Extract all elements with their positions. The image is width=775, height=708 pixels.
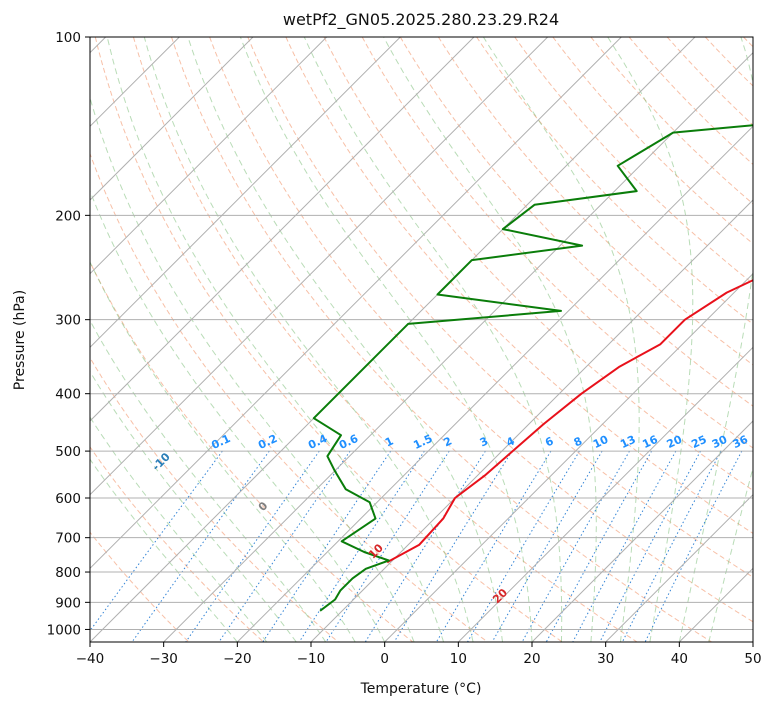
x-tick-label: 30: [597, 651, 614, 667]
x-tick-label: −20: [223, 651, 252, 667]
dry-adiabat: [247, 37, 753, 578]
moist-adiabat: [90, 319, 327, 642]
y-tick-label: 600: [55, 491, 81, 507]
isotherm-line: [605, 493, 753, 642]
y-tick-label: 100: [55, 30, 81, 46]
y-axis-title: Pressure (hPa): [12, 290, 28, 390]
plot-frame: [89, 36, 754, 643]
x-tick-label: −30: [149, 651, 178, 667]
dry-adiabat: [90, 446, 264, 642]
moist-adiabat: [90, 260, 356, 642]
moist-adiabat: [106, 37, 445, 642]
dry-adiabat: [476, 37, 753, 325]
isotherm-line: [90, 37, 549, 496]
mixing-ratio-line: [491, 450, 603, 642]
y-tick-label: 200: [55, 208, 81, 224]
isotherm-line: [90, 37, 475, 422]
moist-adiabat: [303, 37, 563, 642]
dry-adiabat: [399, 37, 753, 407]
plot-area: [90, 37, 753, 642]
moist-adiabat: [90, 189, 386, 642]
moist-adiabat: [482, 37, 640, 642]
x-tick-label: 20: [523, 651, 540, 667]
mixing-ratio-line: [90, 450, 223, 632]
mixing-ratio-line: [599, 450, 701, 642]
y-tick-label: 800: [55, 565, 81, 581]
dry-adiabat: [209, 37, 753, 623]
mixing-ratio-line: [572, 450, 677, 642]
isotherm-line: [90, 37, 328, 275]
mixing-ratio-label: 20: [665, 433, 685, 451]
mixing-ratio-label: 16: [640, 433, 660, 451]
dry-adiabat: [437, 37, 753, 366]
dry-adiabat: [90, 531, 190, 642]
mixing-ratio-line: [545, 450, 653, 642]
isotherm-line: [457, 346, 753, 642]
moist-adiabat: [607, 37, 694, 642]
profile-series: [312, 124, 753, 612]
moist-adiabat: [143, 37, 474, 642]
axes: −40 −30 −20 −10 0 10 20 30 40 50 100 200 300 400 500 60…: [47, 30, 762, 667]
isotherm-line: [90, 37, 401, 349]
y-tick-label: 700: [55, 531, 81, 547]
dry-adiabat: [90, 356, 339, 642]
moist-adiabat: [239, 37, 533, 642]
moist-adiabat: [90, 370, 297, 642]
x-axis-title: Temperature (°C): [360, 681, 482, 697]
moist-adiabat: [708, 466, 753, 642]
dry-adiabat: [90, 152, 488, 642]
moist-adiabat: [678, 37, 753, 642]
y-tick-label: 1000: [47, 622, 81, 638]
x-tick-label: 10: [450, 651, 467, 667]
mixing-ratio-line: [262, 450, 392, 642]
moist-adiabat: [90, 458, 238, 642]
dry-adiabat: [171, 37, 712, 642]
isotherm-line: [310, 199, 753, 642]
x-tick-label: −10: [297, 651, 326, 667]
moist-adiabat: [187, 37, 503, 642]
moist-adiabat: [90, 416, 268, 642]
moist-adiabat: [383, 37, 597, 642]
temperature-line: [386, 279, 753, 564]
mixing-ratio-label: 25: [689, 433, 708, 451]
mixing-ratio-label: 10: [591, 433, 611, 451]
chart-title: wetPf2_GN05.2025.280.23.29.R24: [283, 10, 559, 30]
mixing-ratio-label: 30: [710, 433, 730, 451]
dry-adiabat: [132, 37, 638, 642]
x-tick-label: 0: [380, 651, 389, 667]
x-tick-label: −40: [76, 651, 105, 667]
isotherm-line: [531, 420, 753, 642]
mixing-ratio-line: [644, 450, 743, 642]
isotherm-line: [90, 37, 254, 201]
dewpoint-line: [312, 124, 753, 612]
x-tick-label: 40: [671, 651, 688, 667]
mixing-ratio-line: [218, 450, 351, 642]
mixing-ratio-line: [185, 450, 320, 642]
mixing-ratio-label: 36: [731, 433, 751, 451]
dry-adiabat: [94, 37, 563, 642]
mixing-ratio-line: [621, 450, 722, 642]
y-tick-label: 500: [55, 444, 81, 460]
mixing-ratio-line: [298, 450, 425, 642]
isotherm-line: [90, 37, 622, 570]
mixing-ratio-label: 13: [618, 433, 637, 451]
dry-adiabat: [323, 37, 753, 491]
y-tick-label: 300: [55, 313, 81, 329]
mixing-ratio-line: [521, 450, 630, 642]
isotherm-line: [384, 272, 753, 642]
isotherm-line: [236, 125, 753, 642]
y-tick-label: 400: [55, 387, 81, 403]
dry-adiabat: [285, 37, 753, 535]
isotherm-line: [163, 51, 753, 642]
y-tick-label: 900: [55, 595, 81, 611]
x-tick-label: 50: [744, 651, 761, 667]
